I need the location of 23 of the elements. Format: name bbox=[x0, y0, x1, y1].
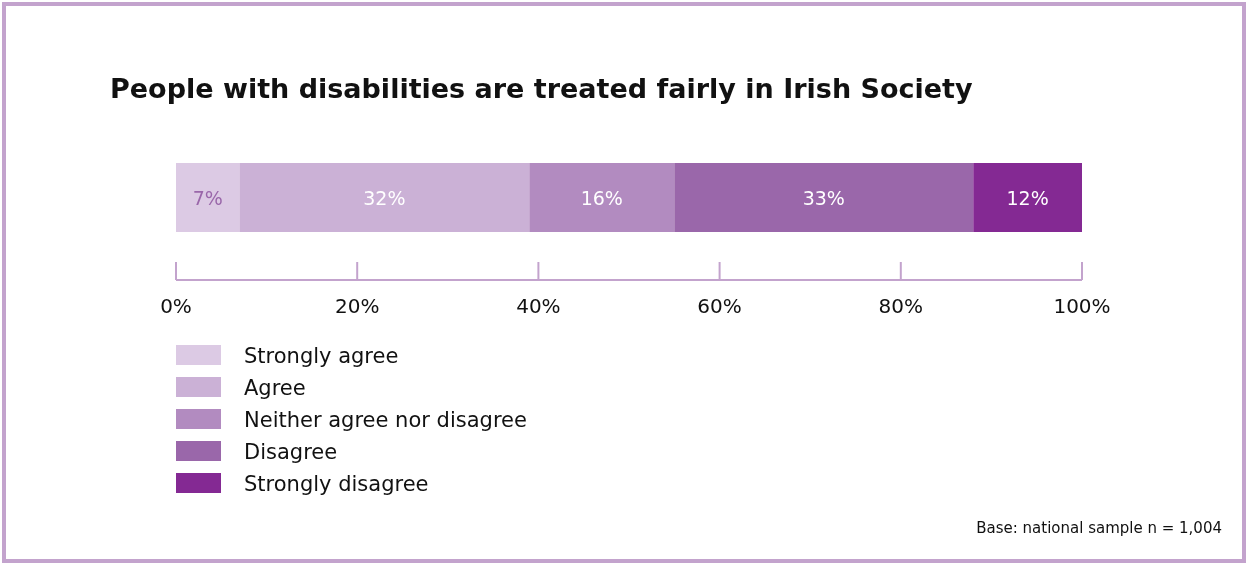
data-label: 32% bbox=[363, 186, 406, 209]
bar bbox=[674, 163, 974, 232]
x-tick-label: 100% bbox=[1053, 294, 1111, 318]
legend-label: Strongly disagree bbox=[244, 472, 429, 496]
x-tick-label: 80% bbox=[878, 294, 924, 318]
bar bbox=[239, 163, 530, 232]
text: Base: national sample n = 1,004 bbox=[976, 519, 1222, 537]
bar bbox=[973, 163, 1082, 232]
data-label: 7% bbox=[192, 186, 223, 209]
x-tick-label: 40% bbox=[516, 294, 561, 318]
x-tick-label: 60% bbox=[697, 294, 742, 318]
legend-label: Neither agree nor disagree bbox=[244, 408, 527, 432]
bar bbox=[176, 163, 240, 232]
legend-label: Disagree bbox=[244, 440, 338, 464]
data-label: 33% bbox=[802, 186, 845, 209]
x-tick-label: 20% bbox=[334, 294, 380, 318]
chart-title: People with disabilities are treated fairly in Irish Society bbox=[110, 73, 973, 104]
bar bbox=[529, 163, 675, 232]
x-tick-label: 0% bbox=[160, 294, 192, 318]
data-label: 16% bbox=[580, 186, 623, 209]
legend-label: Agree bbox=[244, 376, 306, 400]
data-label: 12% bbox=[1006, 186, 1049, 209]
legend-label: Strongly agree bbox=[244, 344, 399, 368]
